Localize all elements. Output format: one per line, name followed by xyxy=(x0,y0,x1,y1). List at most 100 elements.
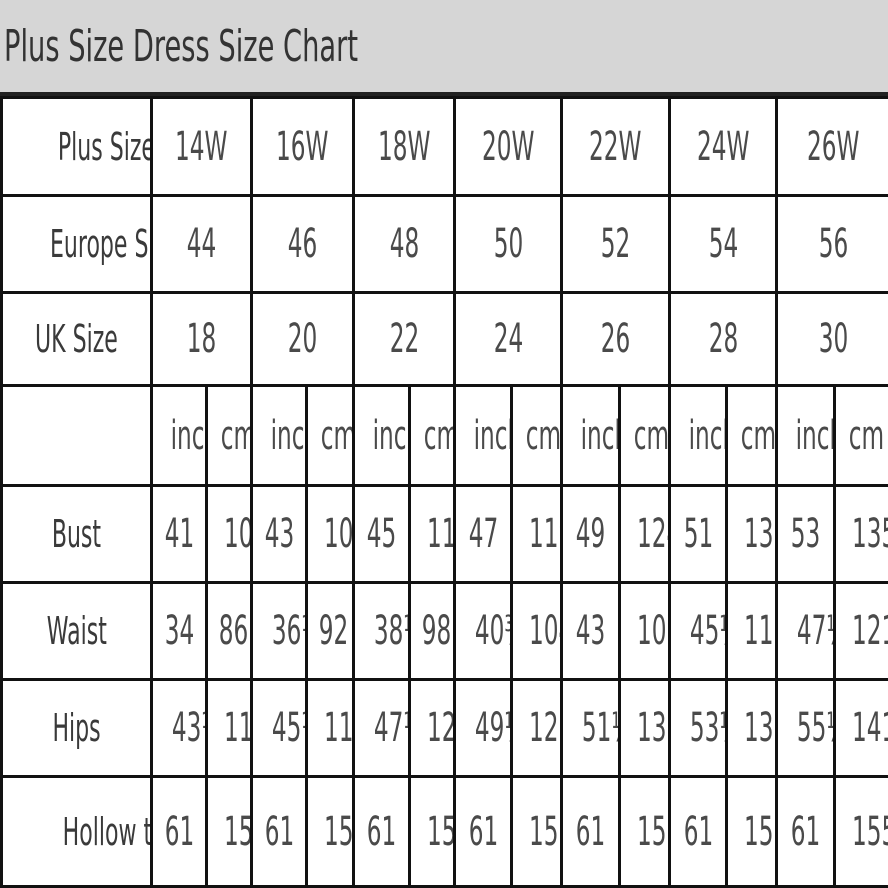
europe-size-label: Europe Size xyxy=(0,194,153,294)
uk-size-row: UK Size 18 20 22 24 26 28 30 xyxy=(0,291,888,387)
us-size-cell: 24W xyxy=(668,96,779,197)
measurement-label: Hollow to Floor xyxy=(0,775,153,888)
unit-cm: cm xyxy=(204,384,254,487)
us-size-cell-text: 18W xyxy=(377,123,431,170)
unit-inch-text: inch xyxy=(688,412,724,459)
measurement-cell: 36¼ xyxy=(250,581,309,681)
europe-size-row: Europe Size 44 46 48 50 52 54 56 xyxy=(0,194,888,294)
measurement-cell-text: 41 xyxy=(164,511,194,557)
unit-cm: cm xyxy=(725,384,779,487)
measurement-cell-text: 110 xyxy=(224,705,248,751)
us-size-cell-text: 26W xyxy=(806,123,860,170)
europe-size-cell: 54 xyxy=(668,194,779,294)
measurement-row: Bust 41 104 43 109 45 114 47 119 49 124 51 130 53 135 xyxy=(0,484,888,584)
measurement-cell: 155 xyxy=(204,775,254,888)
measurement-cell-text: 121 xyxy=(427,705,451,751)
measurement-cell-text: 135 xyxy=(852,511,886,557)
chart-title: Plus Size Dress Size Chart xyxy=(4,20,359,72)
uk-size-cell: 30 xyxy=(775,291,888,387)
measurement-cell-text: 115 xyxy=(744,608,774,654)
measurement-cell-text: 45 xyxy=(366,511,397,557)
unit-inch-text: inch xyxy=(473,412,509,459)
measurement-cell: 41 xyxy=(150,484,208,584)
measurement-cell: 155 xyxy=(833,775,888,888)
measurement-cell-text: 114 xyxy=(427,511,451,557)
measurement-cell: 126 xyxy=(510,678,564,778)
unit-inch: inch xyxy=(775,384,837,487)
measurement-cell: 124 xyxy=(618,484,672,584)
measurement-cell: 45½ xyxy=(250,678,309,778)
uk-size-cell-text: 22 xyxy=(389,316,419,362)
measurement-cell: 43½ xyxy=(150,678,208,778)
measurement-cell: 130 xyxy=(725,484,779,584)
measurement-cell: 114 xyxy=(408,484,457,584)
unit-cm: cm xyxy=(305,384,356,487)
us-size-cell-text: 14W xyxy=(175,123,228,170)
measurement-cell: 131 xyxy=(618,678,672,778)
measurement-cell-text: 121 xyxy=(852,608,886,654)
measurement-cell-text: 61 xyxy=(683,808,713,855)
us-size-cell: 18W xyxy=(352,96,457,197)
measurement-label: Hips xyxy=(0,678,153,778)
units-blank xyxy=(0,384,153,487)
measurement-cell: 61 xyxy=(352,775,412,888)
us-size-cell: 26W xyxy=(775,96,888,197)
unit-cm-text: cm xyxy=(525,412,562,459)
uk-size-cell: 20 xyxy=(250,291,356,387)
measurement-row: Hips 43½ 110 45½ 116 47½ 121 49½ 126 51½ 131 53½ 136… xyxy=(0,678,888,778)
measurement-cell: 92 xyxy=(305,581,356,681)
us-size-cell-text: 20W xyxy=(481,123,535,170)
measurement-cell-text: 47½ xyxy=(796,608,832,654)
uk-size-cell: 28 xyxy=(668,291,779,387)
us-size-label: Plus Size (US) xyxy=(0,96,153,197)
measurement-cell-text: 49½ xyxy=(474,705,509,751)
measurement-cell-text: 130 xyxy=(744,511,774,557)
measurement-cell: 43 xyxy=(250,484,309,584)
us-size-cell-text: 24W xyxy=(696,123,750,170)
measurement-cell: 121 xyxy=(408,678,457,778)
measurement-cell: 121 xyxy=(833,581,888,681)
measurement-label-text: Waist xyxy=(46,609,107,653)
measurement-cell-text: 61 xyxy=(575,808,606,855)
unit-inch-text: inch xyxy=(372,412,407,459)
us-size-cell: 16W xyxy=(250,96,356,197)
units-row: inchcminchcminchcminchcminchcminchcminch… xyxy=(0,384,888,487)
measurement-cell: 109 xyxy=(618,581,672,681)
measurement-cell-text: 53 xyxy=(790,511,821,557)
us-size-label-text: Plus Size (US) xyxy=(57,124,152,169)
unit-cm-text: cm xyxy=(848,412,885,459)
measurement-cell: 135 xyxy=(833,484,888,584)
measurement-cell-text: 104 xyxy=(224,511,248,557)
us-size-row: Plus Size (US) 14W 16W 18W 20W 22W 24W 26W xyxy=(0,96,888,197)
measurement-cell-text: 43 xyxy=(264,511,294,557)
uk-size-label: UK Size xyxy=(0,291,153,387)
measurement-cell: 110 xyxy=(204,678,254,778)
measurement-cell: 53 xyxy=(775,484,837,584)
europe-size-cell: 44 xyxy=(149,194,254,294)
measurement-cell-text: 47½ xyxy=(373,705,407,751)
measurement-cell-text: 61 xyxy=(164,808,194,855)
measurement-cell: 104 xyxy=(510,581,564,681)
measurement-cell: 49½ xyxy=(453,678,514,778)
measurement-cell: 115 xyxy=(725,581,779,681)
measurement-cell-text: 155 xyxy=(427,808,451,855)
chart-title-bar: Plus Size Dress Size Chart xyxy=(0,0,888,96)
measurement-cell: 45¼ xyxy=(668,581,729,681)
measurement-cell-text: 45½ xyxy=(271,705,304,751)
measurement-cell: 155 xyxy=(725,775,779,888)
measurement-cell: 55½ xyxy=(775,678,837,778)
us-size-cell-text: 16W xyxy=(276,123,329,170)
measurement-cell: 40¾ xyxy=(453,581,514,681)
unit-cm: cm xyxy=(833,384,888,487)
measurement-cell: 47½ xyxy=(352,678,412,778)
europe-size-cell: 48 xyxy=(352,194,457,294)
measurement-cell: 34 xyxy=(150,581,208,681)
uk-size-cell: 18 xyxy=(149,291,254,387)
measurement-cell-text: 155 xyxy=(324,808,354,855)
measurement-cell: 38½ xyxy=(352,581,412,681)
unit-inch: inch xyxy=(150,384,208,487)
europe-size-cell-text: 54 xyxy=(708,221,738,267)
unit-inch-text: inch xyxy=(170,412,205,459)
measurement-cell-text: 43½ xyxy=(171,705,204,751)
